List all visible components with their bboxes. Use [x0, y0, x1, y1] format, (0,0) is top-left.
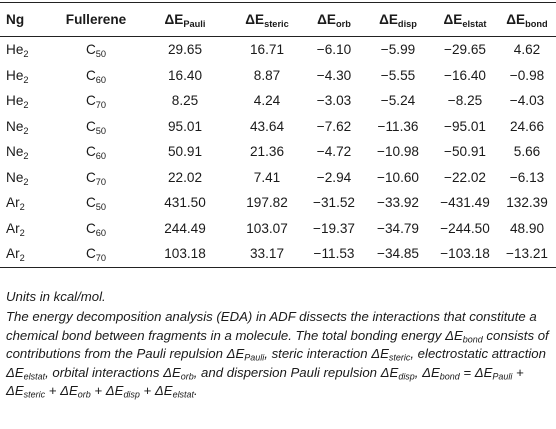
cell-disp: −10.98: [377, 144, 419, 160]
cell-disp: −5.55: [380, 67, 416, 83]
cell-disp: −5.99: [380, 42, 416, 58]
cell-ng: He2: [6, 42, 29, 60]
cell-steric: 4.24: [253, 93, 281, 109]
cell-steric: 43.64: [249, 118, 285, 134]
cell-orb: −31.52: [313, 195, 355, 211]
cell-fullerene: C70: [52, 241, 140, 268]
cell-disp: −10.60: [377, 169, 419, 185]
table-row: Ne2 C50 95.01 43.64 −7.62 −11.36 −95.01 24.66: [0, 114, 556, 140]
cell-ng: He2: [6, 93, 29, 111]
cell-orb: −6.10: [316, 42, 352, 58]
table-row: Ar2 C60 244.49 103.07 −19.37 −34.79 −244.50 48.…: [0, 216, 556, 242]
header-fullerene: Fullerene: [52, 2, 140, 37]
cell-orb: −4.30: [316, 67, 352, 83]
cell-elstat: −16.40: [444, 67, 486, 83]
cell-steric: 7.41: [253, 169, 281, 185]
table-row: Ne2 C70 22.02 7.41 −2.94 −10.60 −22.02 −6.13: [0, 165, 556, 191]
cell-orb: −4.72: [316, 144, 352, 160]
cell-elstat: −103.18: [432, 241, 498, 268]
table-row: Ar2 C70 103.18 33.17 −11.53 −34.85 −103.18 −13.…: [0, 241, 556, 268]
cell-fullerene: C60: [85, 67, 107, 85]
cell-steric: 33.17: [230, 241, 304, 268]
table-row: Ar2 C50 431.50 197.82 −31.52 −33.92 −431.49 132…: [0, 190, 556, 216]
cell-ng: He2: [6, 67, 29, 85]
cell-disp: −11.36: [377, 118, 419, 134]
units-note: Units in kcal/mol.: [6, 289, 106, 304]
header-orb: ΔEorb: [304, 2, 364, 37]
cell-ng: Ne2: [6, 169, 29, 187]
cell-steric: 8.87: [253, 67, 281, 83]
header-ng: Ng: [0, 2, 52, 37]
cell-fullerene: C60: [85, 220, 107, 238]
cell-bond: −13.21: [498, 241, 556, 268]
header-pauli: ΔEPauli: [140, 2, 230, 37]
cell-elstat: −95.01: [444, 118, 486, 134]
cell-steric: 103.07: [246, 220, 288, 236]
cell-pauli: 244.49: [164, 220, 206, 236]
cell-orb: −19.37: [313, 220, 355, 236]
cell-bond: 24.66: [509, 118, 545, 134]
cell-elstat: −29.65: [444, 42, 486, 58]
cell-orb: −11.53: [304, 241, 364, 268]
cell-pauli: 431.50: [164, 195, 206, 211]
cell-pauli: 8.25: [171, 93, 199, 109]
cell-disp: −5.24: [380, 93, 416, 109]
header-steric: ΔEsteric: [230, 2, 304, 37]
table-row: He2 C70 8.25 4.24 −3.03 −5.24 −8.25 −4.03: [0, 88, 556, 114]
cell-pauli: 29.65: [167, 42, 203, 58]
cell-elstat: −431.49: [440, 195, 490, 211]
cell-fullerene: C70: [85, 93, 107, 111]
cell-disp: −34.79: [377, 220, 419, 236]
cell-bond: −0.98: [509, 67, 545, 83]
cell-bond: 5.66: [513, 144, 541, 160]
cell-fullerene: C50: [85, 195, 107, 213]
cell-orb: −7.62: [316, 118, 352, 134]
eda-description: The energy decomposition analysis (EDA) …: [6, 309, 549, 400]
cell-disp: −33.92: [377, 195, 419, 211]
header-row: Ng Fullerene ΔEPauli ΔEsteric ΔEorb ΔEdi…: [0, 2, 556, 37]
cell-fullerene: C70: [85, 169, 107, 187]
table-footnotes: Units in kcal/mol. The energy decomposit…: [6, 285, 552, 400]
cell-orb: −3.03: [316, 93, 352, 109]
header-elstat: ΔEelstat: [432, 2, 498, 37]
cell-bond: 48.90: [509, 220, 545, 236]
table-row: He2 C60 16.40 8.87 −4.30 −5.55 −16.40 −0.98: [0, 63, 556, 89]
cell-ng: Ar2: [0, 241, 52, 268]
cell-elstat: −8.25: [447, 93, 483, 109]
cell-ng: Ne2: [6, 118, 29, 136]
cell-pauli: 103.18: [140, 241, 230, 268]
cell-bond: −6.13: [509, 169, 545, 185]
cell-pauli: 50.91: [167, 144, 203, 160]
cell-ng: Ar2: [6, 195, 25, 213]
table-row: He2 C50 29.65 16.71 −6.10 −5.99 −29.65 4.62: [0, 37, 556, 63]
cell-steric: 21.36: [249, 144, 285, 160]
cell-elstat: −244.50: [440, 220, 490, 236]
cell-orb: −2.94: [316, 169, 352, 185]
cell-fullerene: C50: [85, 42, 107, 60]
cell-ng: Ne2: [6, 144, 29, 162]
cell-disp: −34.85: [364, 241, 432, 268]
cell-elstat: −22.02: [444, 169, 486, 185]
header-disp: ΔEdisp: [364, 2, 432, 37]
cell-bond: −4.03: [509, 93, 545, 109]
cell-fullerene: C60: [85, 144, 107, 162]
eda-table: Ng Fullerene ΔEPauli ΔEsteric ΔEorb ΔEdi…: [0, 2, 556, 268]
cell-pauli: 95.01: [167, 118, 203, 134]
table-row: Ne2 C60 50.91 21.36 −4.72 −10.98 −50.91 5.66: [0, 139, 556, 165]
cell-pauli: 22.02: [167, 169, 203, 185]
cell-ng: Ar2: [6, 220, 25, 238]
table-body: He2 C50 29.65 16.71 −6.10 −5.99 −29.65 4.62 He2 C…: [0, 37, 556, 268]
cell-elstat: −50.91: [444, 144, 486, 160]
cell-bond: 4.62: [513, 42, 541, 58]
cell-pauli: 16.40: [167, 67, 203, 83]
cell-steric: 197.82: [246, 195, 288, 211]
cell-bond: 132.39: [506, 195, 548, 211]
cell-steric: 16.71: [249, 42, 285, 58]
cell-fullerene: C50: [85, 118, 107, 136]
header-bond: ΔEbond: [498, 2, 556, 37]
